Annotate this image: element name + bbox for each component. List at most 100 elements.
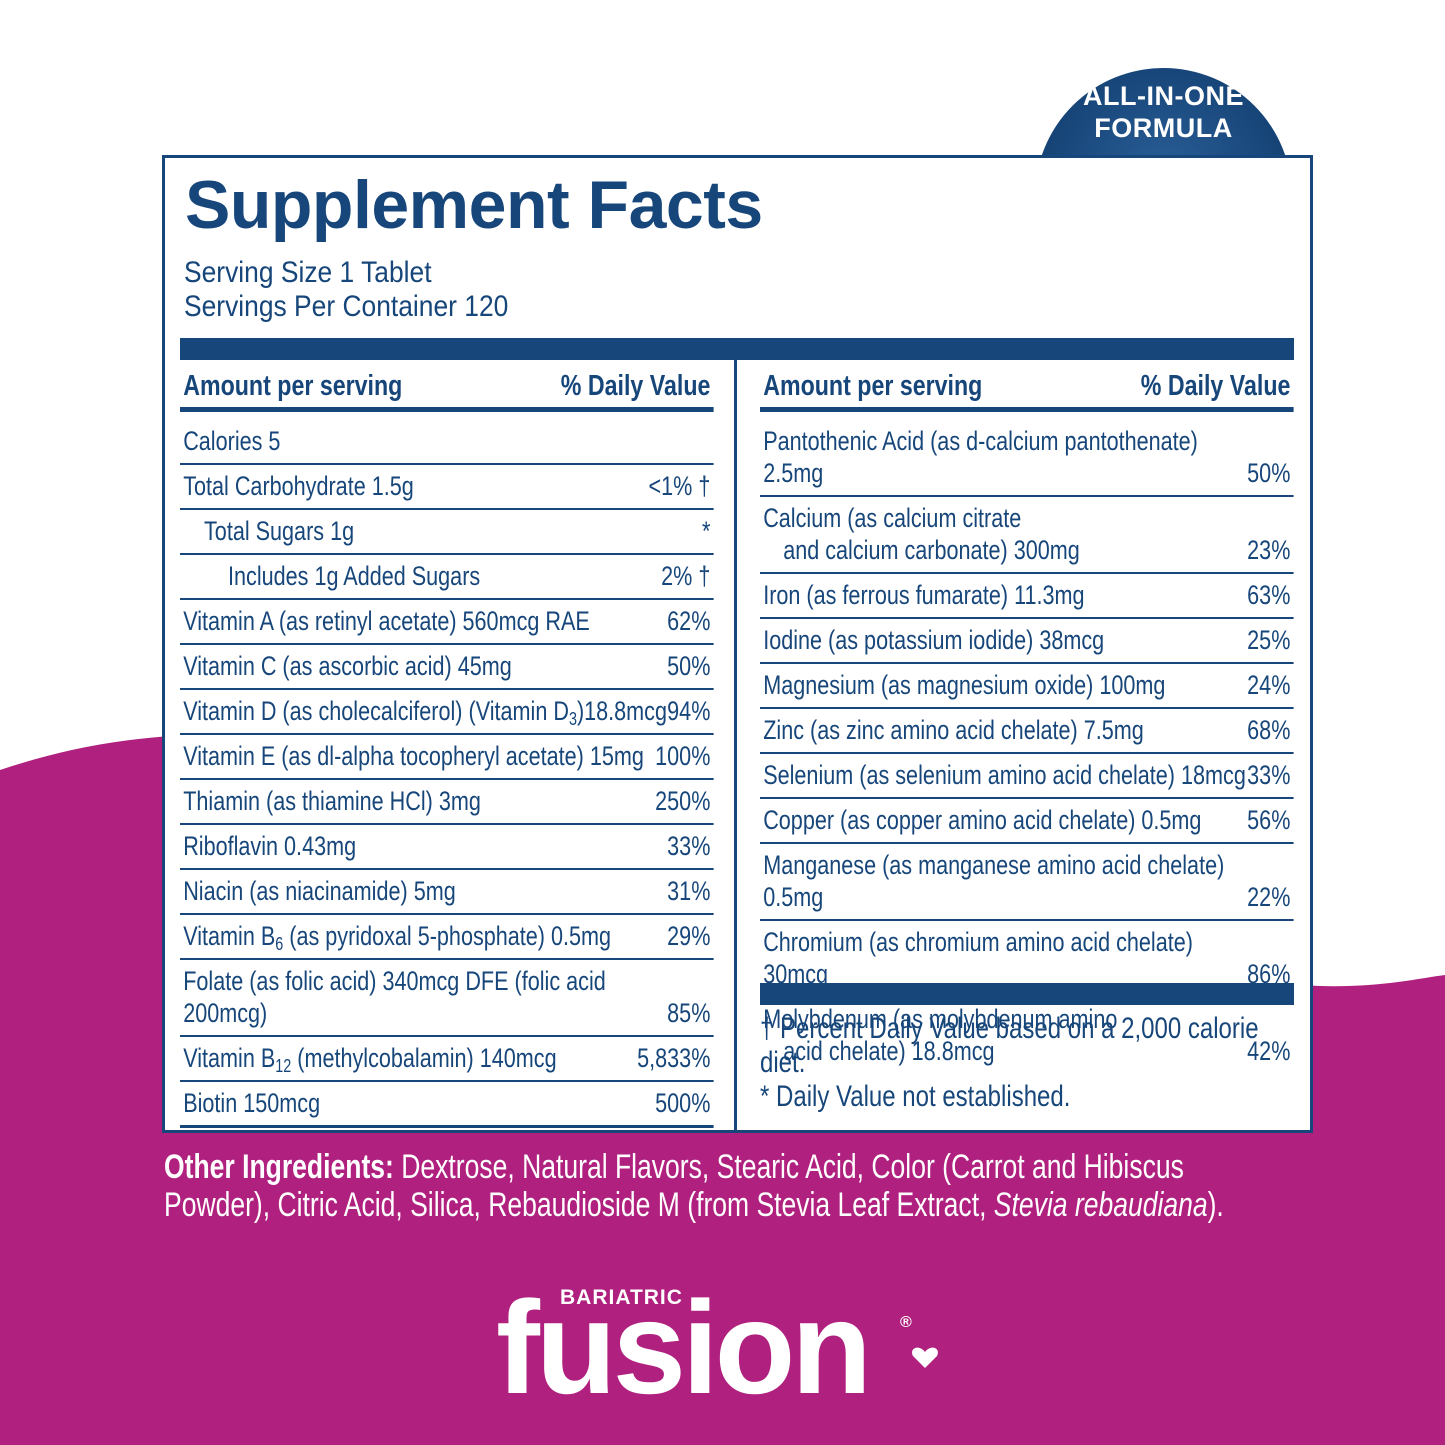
daily-value: 63% <box>1247 580 1291 610</box>
nutrient-row: Niacin (as niacinamide) 5mg 31% <box>180 870 714 915</box>
daily-value: 33% <box>1247 760 1291 790</box>
daily-value: 50% <box>667 651 711 681</box>
nutrient-row: Thiamin (as thiamine HCl) 3mg 250% <box>180 780 714 825</box>
serving-size: Serving Size 1 Tablet <box>184 256 432 289</box>
name-text: Vitamin D (as cholecalciferol) (Vitamin … <box>183 696 569 726</box>
nutrient-row: Iodine (as potassium iodide) 38mcg 25% <box>760 619 1294 664</box>
brand-name: fusion <box>496 1274 872 1421</box>
nutrient-row: Vitamin D (as cholecalciferol) (Vitamin … <box>180 690 714 735</box>
name-text: Copper (as copper amino acid chelate) 0.… <box>763 805 1202 835</box>
footnote: * Daily Value not established. <box>760 1080 1071 1113</box>
nutrient-name: Vitamin B12 (methylcobalamin) 140mcg <box>183 1042 556 1075</box>
daily-value: 68% <box>1247 715 1291 745</box>
footnotes: † Percent Daily Value based on a 2,000 c… <box>760 1012 1294 1114</box>
daily-value: 33% <box>667 831 711 861</box>
daily-value: 62% <box>667 606 711 636</box>
column-header: Amount per serving % Daily Value <box>180 360 714 412</box>
daily-value: * <box>701 516 711 546</box>
nutrient-name: Selenium (as selenium amino acid chelate… <box>763 759 1246 791</box>
nutrient-row: Zinc (as zinc amino acid chelate) 7.5mg 6… <box>760 709 1294 754</box>
header-dv: % Daily Value <box>1140 370 1291 402</box>
daily-value: 500% <box>655 1088 711 1118</box>
nutrient-row: Total Carbohydrate 1.5g <1% † <box>180 465 714 510</box>
nutrient-row: Biotin 150mcg 500% <box>180 1082 714 1128</box>
nutrient-row: Molybdenum (as molybdenum amino acid chel… <box>760 998 1294 1073</box>
name-text: Includes 1g Added Sugars <box>228 561 481 591</box>
nutrient-name: Riboflavin 0.43mg <box>183 830 356 862</box>
title: Supplement Facts <box>185 167 763 243</box>
daily-value: 24% <box>1247 670 1291 700</box>
nutrient-row: Manganese (as manganese amino acid chela… <box>760 844 1294 921</box>
footnote: † Percent Daily Value based on a 2,000 c… <box>760 1012 1259 1079</box>
label: Other Ingredients: <box>164 1148 394 1186</box>
name-line: and calcium carbonate) 300mg <box>783 535 1080 565</box>
name-line: Calcium (as calcium citrate <box>763 503 1022 533</box>
brand-small: BARIATRIC <box>560 1286 683 1309</box>
name-text: Biotin 150mcg <box>183 1088 321 1118</box>
name-line: Molybdenum (as molybdenum amino <box>763 1004 1118 1034</box>
name-text: Vitamin B <box>183 1043 276 1073</box>
nutrient-name: Iron (as ferrous fumarate) 11.3mg <box>763 579 1084 611</box>
name-text: Iodine (as potassium iodide) 38mcg <box>763 625 1105 655</box>
daily-value: 56% <box>1247 805 1291 835</box>
nutrient-name: Pantothenic Acid (as d-calcium pantothen… <box>763 425 1247 489</box>
rows: Pantothenic Acid (as d-calcium pantothen… <box>760 412 1294 1073</box>
name-line: acid chelate) 18.8mcg <box>783 1036 995 1066</box>
column-body: Amount per serving % Daily Value Calories … <box>180 360 714 1128</box>
nutrient-row: Copper (as copper amino acid chelate) 0.… <box>760 799 1294 844</box>
name-text: Vitamin C (as ascorbic acid) 45mg <box>183 651 512 681</box>
nutrient-row: Vitamin B12 (methylcobalamin) 140mcg 5,83… <box>180 1037 714 1082</box>
daily-value: 100% <box>655 741 711 771</box>
daily-value: 31% <box>667 876 711 906</box>
name-text: Total Sugars 1g <box>204 516 355 546</box>
nutrient-name: Molybdenum (as molybdenum amino acid chel… <box>763 1003 1117 1067</box>
rule <box>180 338 1294 360</box>
name-text: Thiamin (as thiamine HCl) 3mg <box>183 786 481 816</box>
brand-mark: ® <box>900 1314 912 1331</box>
name-text: Vitamin E (as dl-alpha tocopheryl acetat… <box>183 741 644 771</box>
nutrient-row: Calcium (as calcium citrate and calcium c… <box>760 497 1294 574</box>
name-text: Riboflavin 0.43mg <box>183 831 357 861</box>
daily-value: 22% <box>1247 882 1291 912</box>
nutrient-name: Vitamin E (as dl-alpha tocopheryl acetat… <box>183 740 644 772</box>
servings-per-container: Servings Per Container 120 <box>184 290 509 323</box>
nutrient-name: Iodine (as potassium iodide) 38mcg <box>763 624 1104 656</box>
nutrient-name: Total Sugars 1g <box>183 515 354 547</box>
nutrient-row: Magnesium (as magnesium oxide) 100mg 24% <box>760 664 1294 709</box>
daily-value: 29% <box>667 921 711 951</box>
daily-value: 23% <box>1247 535 1291 565</box>
name-text: (as pyridoxal 5-phosphate) 0.5mg <box>283 921 612 951</box>
nutrient-name: Biotin 150mcg <box>183 1087 320 1119</box>
daily-value: 2% † <box>661 561 711 591</box>
daily-value: 85% <box>667 998 711 1028</box>
daily-value: 5,833% <box>637 1043 711 1073</box>
nutrient-row: Riboflavin 0.43mg 33% <box>180 825 714 870</box>
daily-value: 42% <box>1247 1036 1291 1066</box>
nutrient-row: Iron (as ferrous fumarate) 11.3mg 63% <box>760 574 1294 619</box>
nutrient-name: Thiamin (as thiamine HCl) 3mg <box>183 785 481 817</box>
nutrient-name: Vitamin C (as ascorbic acid) 45mg <box>183 650 512 682</box>
name-text: Niacin (as niacinamide) 5mg <box>183 876 456 906</box>
name-text: Selenium (as selenium amino acid chelate… <box>763 760 1246 790</box>
nutrient-row: Vitamin C (as ascorbic acid) 45mg 50% <box>180 645 714 690</box>
badge-text: FORMULA <box>1094 113 1233 143</box>
nutrient-name: Includes 1g Added Sugars <box>183 560 480 592</box>
rule <box>760 983 1294 1005</box>
name-text: Iron (as ferrous fumarate) 11.3mg <box>763 580 1085 610</box>
column-divider <box>734 360 737 1133</box>
subscript: 3 <box>568 709 577 729</box>
nutrient-name: Folate (as folic acid) 340mcg DFE (folic… <box>183 965 667 1029</box>
daily-value: 250% <box>655 786 711 816</box>
name-text: Vitamin A (as retinyl acetate) 560mcg RA… <box>183 606 590 636</box>
nutrient-name: Zinc (as zinc amino acid chelate) 7.5mg <box>763 714 1144 746</box>
nutrient-name: Manganese (as manganese amino acid chela… <box>763 849 1247 913</box>
nutrient-name: Copper (as copper amino acid chelate) 0.… <box>763 804 1201 836</box>
name-text: Pantothenic Acid (as d-calcium pantothen… <box>763 426 1198 488</box>
nutrient-row: Total Sugars 1g * <box>180 510 714 555</box>
nutrient-row: Folate (as folic acid) 340mcg DFE (folic… <box>180 960 714 1037</box>
name-text: Zinc (as zinc amino acid chelate) 7.5mg <box>763 715 1144 745</box>
column: Amount per serving % Daily Value Calories … <box>180 360 714 1128</box>
column-header: Amount per serving % Daily Value <box>760 360 1294 412</box>
nutrient-name: Niacin (as niacinamide) 5mg <box>183 875 456 907</box>
